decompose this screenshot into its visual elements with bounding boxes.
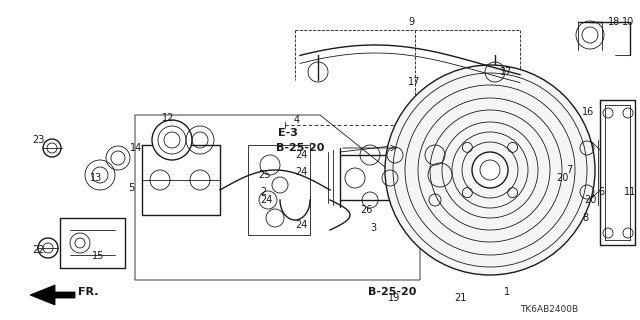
Text: 5: 5 — [128, 183, 134, 193]
Text: 24: 24 — [295, 220, 307, 230]
Text: 17: 17 — [500, 67, 513, 77]
Text: 18: 18 — [608, 17, 620, 27]
Polygon shape — [30, 285, 75, 305]
Text: 25: 25 — [258, 170, 271, 180]
Text: TK6AB2400B: TK6AB2400B — [520, 306, 578, 315]
Text: FR.: FR. — [78, 287, 99, 297]
Text: 26: 26 — [360, 205, 372, 215]
Text: 14: 14 — [130, 143, 142, 153]
Circle shape — [385, 65, 595, 275]
Text: 3: 3 — [370, 223, 376, 233]
Text: 12: 12 — [162, 113, 174, 123]
Text: 16: 16 — [582, 107, 595, 117]
Text: 13: 13 — [90, 173, 102, 183]
Text: 4: 4 — [294, 115, 300, 125]
Text: 7: 7 — [566, 165, 572, 175]
Text: 24: 24 — [295, 150, 307, 160]
Text: 2: 2 — [260, 187, 266, 197]
Text: 15: 15 — [92, 251, 104, 261]
Text: 6: 6 — [598, 187, 604, 197]
Text: E-3: E-3 — [278, 128, 298, 138]
Circle shape — [152, 120, 192, 160]
Text: 9: 9 — [408, 17, 414, 27]
Text: B-25-20: B-25-20 — [276, 143, 324, 153]
Text: 21: 21 — [454, 293, 467, 303]
Text: 19: 19 — [388, 293, 400, 303]
Text: 11: 11 — [624, 187, 636, 197]
Text: 17: 17 — [408, 77, 420, 87]
Text: 22: 22 — [32, 245, 45, 255]
Circle shape — [472, 152, 508, 188]
Text: 10: 10 — [622, 17, 634, 27]
Text: 24: 24 — [260, 195, 273, 205]
Text: B-25-20: B-25-20 — [368, 287, 417, 297]
Text: 23: 23 — [32, 135, 44, 145]
Text: 20: 20 — [556, 173, 568, 183]
Text: 8: 8 — [582, 213, 588, 223]
Text: 24: 24 — [295, 167, 307, 177]
Text: 1: 1 — [504, 287, 510, 297]
Text: 20: 20 — [584, 195, 596, 205]
